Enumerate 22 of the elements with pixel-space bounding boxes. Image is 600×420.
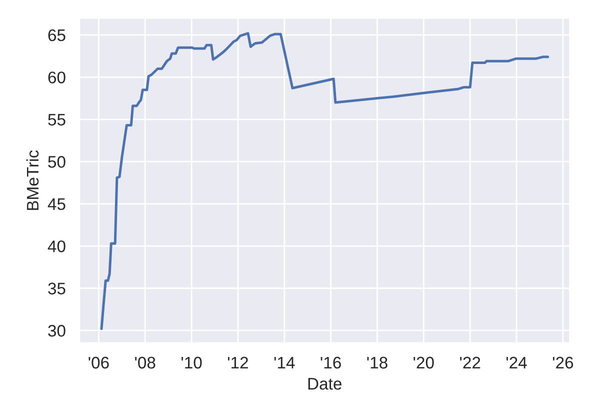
x-tick-label: '08 [135, 356, 156, 369]
y-tick-label: 40 [48, 240, 66, 252]
y-tick-label: 45 [48, 198, 66, 210]
y-tick-label: 50 [48, 156, 66, 168]
x-tick-label: '10 [182, 356, 202, 369]
x-tick-label: '12 [228, 356, 248, 368]
x-tick-label: '24 [506, 356, 527, 368]
y-tick-label: 35 [48, 282, 66, 294]
x-tick-label: '20 [414, 356, 434, 369]
x-tick-label: '06 [88, 356, 109, 369]
y-tick-label: 65 [48, 29, 66, 42]
x-axis-title: Date [308, 378, 342, 390]
x-tick-label: '22 [460, 356, 480, 368]
y-tick-label: 60 [48, 72, 66, 84]
y-tick-label: 30 [48, 324, 66, 337]
y-tick-label: 55 [48, 114, 66, 126]
line-series [100, 32, 550, 330]
x-tick-label: '26 [552, 356, 574, 369]
x-tick-label: '18 [367, 356, 388, 369]
x-tick-label: '16 [320, 356, 341, 369]
y-axis-title: BMeTric [26, 150, 39, 210]
x-tick-label: '14 [274, 356, 295, 368]
